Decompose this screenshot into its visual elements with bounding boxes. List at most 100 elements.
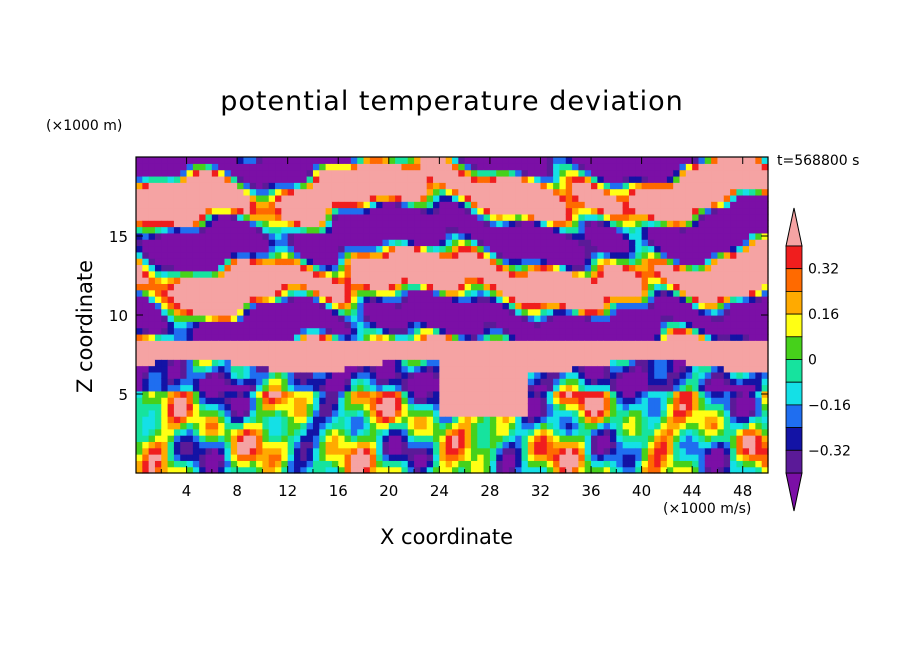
heatmap-cell bbox=[331, 270, 339, 278]
heatmap-cell bbox=[167, 390, 175, 398]
heatmap-cell bbox=[527, 201, 535, 209]
heatmap-cell bbox=[647, 352, 655, 360]
heatmap-cell bbox=[502, 359, 510, 367]
heatmap-cell bbox=[275, 466, 282, 474]
heatmap-cell bbox=[477, 384, 485, 392]
heatmap-cell bbox=[325, 371, 333, 379]
heatmap-cell bbox=[186, 384, 194, 392]
heatmap-cell bbox=[382, 213, 390, 221]
heatmap-cell bbox=[243, 384, 251, 392]
heatmap-cell bbox=[281, 251, 289, 259]
heatmap-cell bbox=[319, 201, 327, 209]
heatmap-cell bbox=[262, 239, 270, 247]
heatmap-cell bbox=[186, 194, 194, 202]
heatmap-cell bbox=[603, 163, 611, 171]
heatmap-cell bbox=[591, 460, 598, 468]
heatmap-cell bbox=[711, 251, 719, 259]
heatmap-cell bbox=[338, 213, 346, 221]
heatmap-cell bbox=[388, 232, 396, 240]
heatmap-cell bbox=[610, 428, 617, 436]
heatmap-cell bbox=[306, 251, 314, 259]
heatmap-cell bbox=[736, 283, 744, 291]
heatmap-cell bbox=[218, 384, 226, 392]
heatmap-cell bbox=[275, 359, 282, 367]
heatmap-cell bbox=[281, 378, 289, 386]
heatmap-cell bbox=[603, 315, 611, 322]
heatmap-cell bbox=[698, 340, 706, 348]
heatmap-cell bbox=[180, 346, 188, 354]
heatmap-cell bbox=[338, 182, 346, 190]
heatmap-cell bbox=[742, 169, 750, 177]
heatmap-cell bbox=[376, 333, 384, 341]
heatmap-cell bbox=[445, 207, 453, 215]
heatmap-cell bbox=[464, 346, 472, 354]
heatmap-cell bbox=[287, 409, 295, 417]
heatmap-cell bbox=[730, 435, 737, 442]
heatmap-cell bbox=[331, 409, 339, 417]
heatmap-cell bbox=[679, 454, 687, 461]
heatmap-cell bbox=[483, 409, 491, 417]
heatmap-cell bbox=[180, 182, 188, 190]
heatmap-cell bbox=[414, 188, 421, 196]
heatmap-cell bbox=[736, 460, 744, 468]
heatmap-cell bbox=[515, 264, 523, 272]
heatmap-cell bbox=[654, 258, 662, 266]
heatmap-cell bbox=[142, 213, 150, 221]
heatmap-cell bbox=[294, 359, 301, 367]
heatmap-cell bbox=[723, 194, 731, 202]
heatmap-cell bbox=[489, 302, 497, 310]
heatmap-cell bbox=[654, 157, 662, 164]
heatmap-cell bbox=[540, 378, 548, 386]
heatmap-cell bbox=[369, 333, 377, 341]
heatmap-cell bbox=[376, 245, 384, 253]
heatmap-cell bbox=[186, 289, 194, 297]
heatmap-cell bbox=[186, 277, 194, 284]
heatmap-cell bbox=[452, 169, 459, 177]
heatmap-cell bbox=[584, 371, 592, 379]
heatmap-cell bbox=[496, 258, 504, 266]
heatmap-cell bbox=[205, 460, 213, 468]
heatmap-cell bbox=[723, 308, 731, 316]
heatmap-cell bbox=[572, 258, 579, 266]
heatmap-cell bbox=[527, 454, 535, 461]
heatmap-cell bbox=[376, 182, 384, 190]
heatmap-cell bbox=[256, 283, 263, 291]
heatmap-cell bbox=[344, 302, 352, 310]
heatmap-cell bbox=[540, 258, 548, 266]
heatmap-cell bbox=[243, 441, 251, 449]
heatmap-cell bbox=[584, 251, 592, 259]
heatmap-cell bbox=[616, 277, 624, 284]
heatmap-cell bbox=[534, 365, 542, 373]
heatmap-cell bbox=[572, 466, 579, 474]
heatmap-cell bbox=[136, 333, 143, 341]
heatmap-cell bbox=[230, 163, 238, 171]
heatmap-cell bbox=[736, 321, 744, 329]
heatmap-cell bbox=[452, 157, 459, 164]
heatmap-cell bbox=[692, 466, 700, 474]
heatmap-cell bbox=[376, 232, 384, 240]
heatmap-cell bbox=[692, 182, 700, 190]
heatmap-cell bbox=[723, 220, 731, 228]
heatmap-cell bbox=[654, 333, 662, 341]
heatmap-cell bbox=[559, 277, 567, 284]
heatmap-cell bbox=[502, 466, 510, 474]
heatmap-cell bbox=[723, 460, 731, 468]
heatmap-cell bbox=[730, 226, 737, 234]
heatmap-cell bbox=[205, 264, 213, 272]
heatmap-cell bbox=[553, 182, 561, 190]
heatmap-cell bbox=[647, 157, 655, 164]
heatmap-cell bbox=[287, 277, 295, 284]
heatmap-cell bbox=[515, 327, 523, 335]
heatmap-cell bbox=[186, 416, 194, 424]
heatmap-cell bbox=[749, 315, 756, 322]
heatmap-cell bbox=[268, 315, 276, 322]
heatmap-cell bbox=[521, 447, 529, 455]
heatmap-cell bbox=[287, 428, 295, 436]
heatmap-cell bbox=[205, 207, 213, 215]
heatmap-cell bbox=[749, 175, 756, 183]
heatmap-cell bbox=[249, 264, 257, 272]
heatmap-cell bbox=[142, 466, 150, 474]
heatmap-cell bbox=[730, 270, 737, 278]
heatmap-cell bbox=[489, 327, 497, 335]
heatmap-cell bbox=[622, 384, 630, 392]
